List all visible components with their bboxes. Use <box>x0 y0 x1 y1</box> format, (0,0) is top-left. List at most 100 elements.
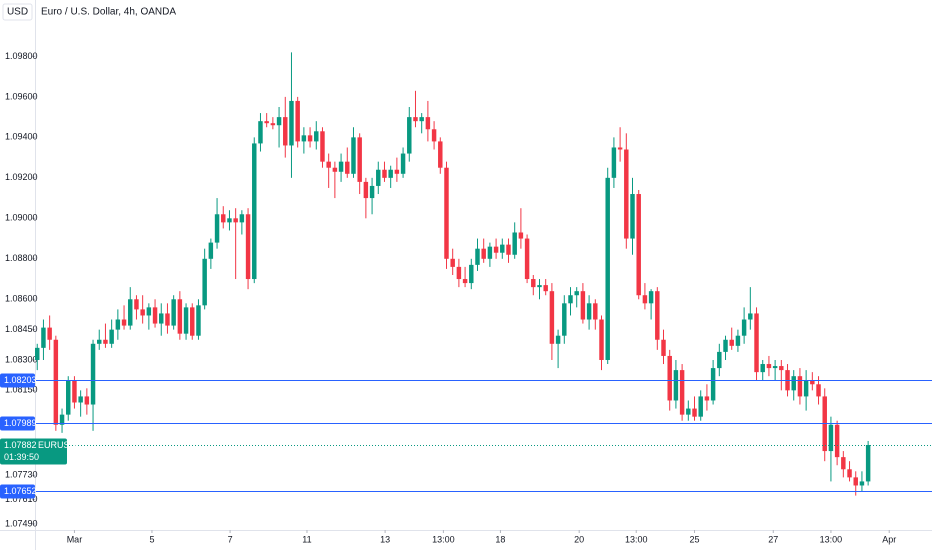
candle-body <box>698 396 703 417</box>
candle-body <box>376 169 381 186</box>
candle-body <box>803 380 809 397</box>
y-tick-label: 1.09600 <box>5 91 38 101</box>
y-tick-label: 1.08600 <box>5 294 38 304</box>
y-tick-label: 1.09000 <box>5 213 38 223</box>
y-tick-label: 1.08800 <box>5 253 38 263</box>
candle-body <box>369 185 375 199</box>
last-price-bg <box>0 438 67 465</box>
candle-body <box>475 248 480 265</box>
candle-body <box>555 335 561 344</box>
candle-body <box>710 368 716 401</box>
candle-body <box>648 291 654 304</box>
candle-body <box>450 258 455 267</box>
candle-body <box>661 339 666 356</box>
candle-body <box>741 319 747 336</box>
candle-body <box>679 370 685 415</box>
y-tick-label: 1.08450 <box>5 324 38 334</box>
candle-body <box>766 364 772 369</box>
candle-body <box>599 319 604 360</box>
candle-body <box>518 232 524 239</box>
candle-body <box>865 444 871 482</box>
y-tick-label: 1.07730 <box>5 470 38 480</box>
candle-body <box>797 376 803 397</box>
candle-body <box>704 396 710 401</box>
candle-body <box>264 121 269 124</box>
level-label: 1.08203 <box>4 375 37 385</box>
candle-body <box>270 123 276 126</box>
currency-box[interactable] <box>2 3 33 21</box>
candle-body <box>276 117 282 126</box>
candle-body <box>66 380 71 415</box>
candle-body <box>388 169 393 178</box>
currency[interactable]: USD <box>7 7 28 18</box>
candle-body <box>53 339 59 425</box>
candle-body <box>35 347 40 360</box>
y-tick-label: 1.08150 <box>5 385 38 395</box>
x-tick-label: 13:00 <box>625 534 648 544</box>
candle-body <box>853 477 858 486</box>
candle-body <box>338 161 344 172</box>
candle-body <box>283 117 288 146</box>
candle-body <box>382 169 387 178</box>
candle-body <box>227 218 232 223</box>
candle-body <box>208 242 214 259</box>
x-tick-label: 5 <box>149 534 154 544</box>
level-label: 1.07989 <box>4 418 37 428</box>
candle-body <box>735 335 741 346</box>
x-tick-label: 18 <box>495 534 505 544</box>
last-price-countdown: 01:39:50 <box>4 452 39 462</box>
candle-body <box>221 214 226 223</box>
candle-body <box>78 396 83 403</box>
candle-body <box>202 258 207 306</box>
candle-body <box>134 299 139 310</box>
candle-body <box>487 246 493 259</box>
candle-body <box>245 214 251 280</box>
candle-body <box>779 366 784 371</box>
candle-body <box>413 117 418 122</box>
candle-body <box>828 424 834 452</box>
candle-body <box>772 366 778 369</box>
candle-body <box>419 117 424 122</box>
candle-body <box>431 129 437 142</box>
x-tick-label: Mar <box>67 534 83 544</box>
candle-body <box>605 177 610 360</box>
candle-body <box>165 313 170 326</box>
candle-body <box>190 307 195 336</box>
y-tick-label: 1.09400 <box>5 132 38 142</box>
level-label-bg <box>0 484 35 499</box>
candle-body <box>314 131 319 142</box>
level-label-bg <box>0 373 35 388</box>
level-label-bg <box>0 416 35 431</box>
candle-body <box>233 218 238 223</box>
candle-body <box>748 313 753 320</box>
candle-body <box>90 343 96 405</box>
candle-body <box>159 313 164 324</box>
candle-body <box>562 303 567 336</box>
y-tick-label: 1.07490 <box>5 518 38 528</box>
candle-body <box>524 238 530 280</box>
candle-body <box>574 291 579 296</box>
candle-body <box>183 307 189 334</box>
x-tick-label: 13 <box>380 534 390 544</box>
x-tick-label: 11 <box>302 534 311 544</box>
candle-body <box>754 313 759 373</box>
candle-body <box>47 327 52 340</box>
candle-body <box>729 339 734 346</box>
candle-body <box>394 169 400 174</box>
candle-body <box>41 327 46 348</box>
candle-body <box>593 303 598 320</box>
candle-body <box>531 279 536 288</box>
candle-body <box>140 309 145 316</box>
candle-body <box>239 214 245 223</box>
candle-body <box>723 339 728 352</box>
candle-body <box>537 285 542 288</box>
candle-body <box>506 244 511 255</box>
candle-body <box>252 143 257 280</box>
candle-body <box>177 299 183 334</box>
candle-body <box>611 147 617 178</box>
candle-body <box>543 285 548 292</box>
candle-body <box>568 295 573 304</box>
x-tick-label: 13:00 <box>432 534 455 544</box>
